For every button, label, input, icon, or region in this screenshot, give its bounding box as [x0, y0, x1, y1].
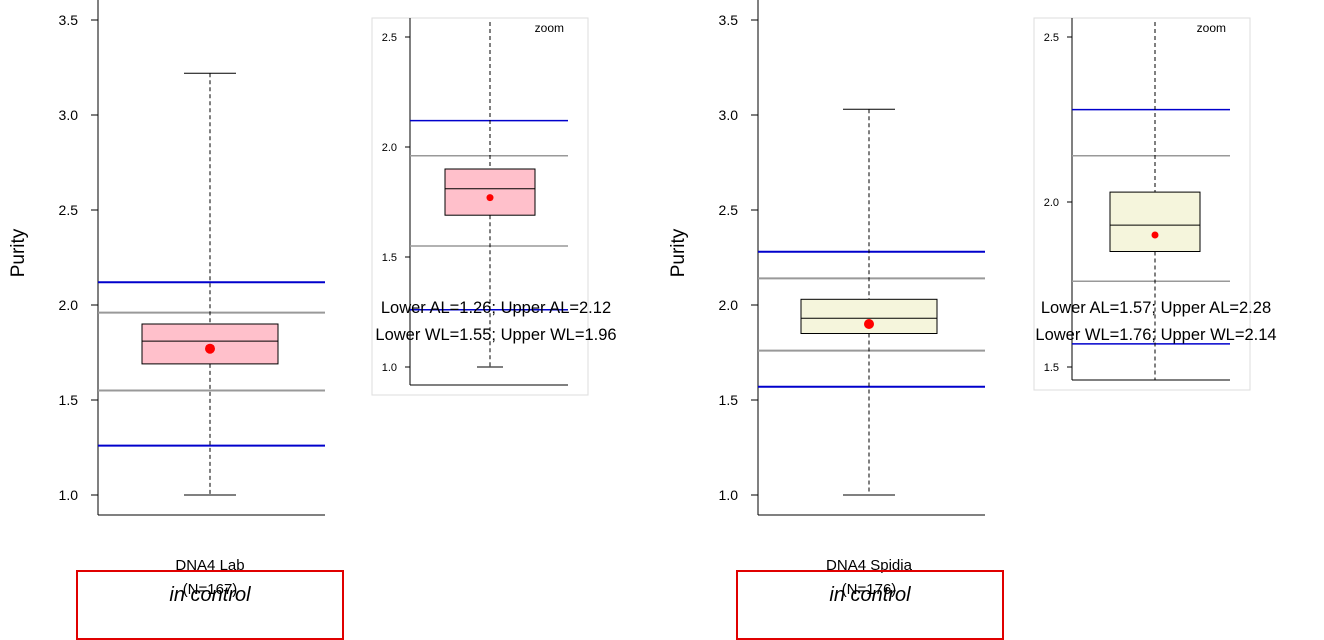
chart2-zoom-frame: [1033, 17, 1251, 391]
status-text-left: in control: [169, 584, 251, 606]
chart1-y-tick-label: 3.5: [59, 12, 79, 28]
status-text-right: in control: [829, 584, 911, 606]
chart2-zoom-y-tick-label: 1.5: [1044, 362, 1059, 374]
chart1-zoom-mean-point: [486, 194, 494, 202]
chart2-y-tick-label: 2.0: [719, 297, 739, 313]
chart2-warning-limits-text: Lower WL=1.76; Upper WL=2.14: [1035, 326, 1276, 344]
chart1-action-limits-text: Lower AL=1.26; Upper AL=2.12: [381, 299, 611, 317]
chart1-y-axis-label: Purity: [8, 228, 29, 277]
chart1-zoom-label: zoom: [535, 21, 564, 35]
chart1-category-label: DNA4 Lab: [175, 557, 244, 574]
status-box-left: in control: [76, 570, 344, 640]
chart1-zoom-y-tick-label: 2.5: [382, 32, 397, 44]
chart1-mean-point: [205, 343, 215, 354]
chart2-zoom-label: zoom: [1197, 21, 1226, 35]
status-box-right: in control: [736, 570, 1004, 640]
chart2-n-label: (N=176): [842, 581, 897, 598]
chart2-mean-point: [864, 319, 874, 329]
chart1-y-tick-label: 1.5: [59, 392, 79, 408]
chart1-warning-limits-text: Lower WL=1.55; Upper WL=1.96: [375, 326, 616, 344]
chart2-y-tick-label: 1.5: [719, 392, 739, 408]
chart1-y-tick-label: 3.0: [59, 107, 79, 123]
chart1-zoom-y-tick-label: 1.5: [382, 252, 397, 264]
chart2-action-limits-text: Lower AL=1.57; Upper AL=2.28: [1041, 299, 1271, 317]
chart1-zoom-y-tick-label: 2.0: [382, 142, 397, 154]
chart1-zoom-box: [444, 168, 536, 216]
chart1-n-label: (N=167): [183, 581, 238, 598]
chart2-y-tick-label: 3.0: [719, 107, 739, 123]
chart2-y-axis-label: Purity: [668, 228, 689, 277]
chart2-zoom-y-tick-label: 2.0: [1044, 197, 1059, 209]
chart1-zoom-y-tick-label: 1.0: [382, 362, 397, 374]
chart2-category-label: DNA4 Spidia: [826, 557, 913, 574]
chart2-y-tick-label: 3.5: [719, 12, 739, 28]
chart2-zoom-mean-point: [1151, 231, 1159, 239]
chart1-y-tick-label: 2.0: [59, 297, 79, 313]
chart2-y-tick-label: 2.5: [719, 202, 739, 218]
chart1-y-tick-label: 1.0: [59, 487, 79, 503]
chart1-y-tick-label: 2.5: [59, 202, 79, 218]
chart2-box: [800, 298, 938, 334]
chart2-zoom-box: [1109, 191, 1201, 253]
chart1-zoom-frame: [371, 17, 589, 396]
chart2-zoom-y-tick-label: 2.5: [1044, 32, 1059, 44]
chart2-y-tick-label: 1.0: [719, 487, 739, 503]
